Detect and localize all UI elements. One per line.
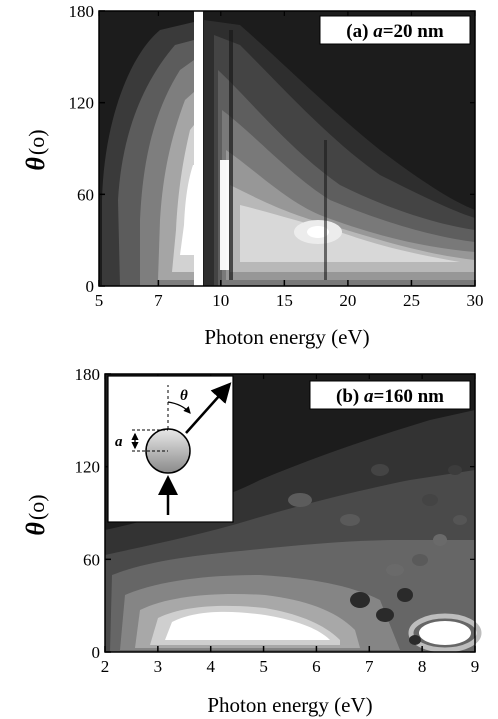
panel-b-frame xyxy=(104,373,476,653)
hotspot-8-5eV xyxy=(419,621,471,645)
speckle xyxy=(409,635,421,645)
x-tick-label: 4 xyxy=(206,657,215,676)
x-tick-label: 15 xyxy=(276,291,293,310)
resonance-stripe-10eV-edge xyxy=(229,30,233,280)
x-tick-label: 5 xyxy=(95,291,104,310)
speckle xyxy=(386,564,404,576)
panel-a-axis-break xyxy=(194,8,203,290)
speckle xyxy=(433,534,447,546)
svg-text:θ(o): θ(o) xyxy=(21,129,50,170)
x-tick-label: 7 xyxy=(365,657,374,676)
resonance-stripe-10eV xyxy=(220,160,229,270)
panel-b-y-axis-label: θ(o) xyxy=(21,494,50,535)
x-tick-label: 5 xyxy=(259,657,268,676)
y-tick-label: 0 xyxy=(92,643,101,662)
panel-b-x-axis-label: Photon energy (eV) xyxy=(207,693,372,717)
panel-a-left-lobe xyxy=(102,22,194,286)
y-tick-label: 180 xyxy=(75,365,101,384)
speckle xyxy=(397,588,413,602)
speckle xyxy=(340,514,360,526)
angle-arc xyxy=(167,401,191,414)
y-tick-label: 180 xyxy=(69,2,95,21)
hotspot-4eV xyxy=(165,611,330,640)
panel-b: 2 3 4 5 6 7 8 9 0 60 120 180 (b) a=160 nm θ a Photo… xyxy=(21,365,482,717)
y-tick-label: 60 xyxy=(77,185,94,204)
x-tick-label: 9 xyxy=(471,657,480,676)
x-tick-label: 10 xyxy=(212,291,229,310)
panel-a-x-axis-label: Photon energy (eV) xyxy=(204,325,369,349)
panel-b-inset-schematic: θ a xyxy=(107,375,234,523)
x-tick-label: 2 xyxy=(101,657,110,676)
speckle xyxy=(376,608,394,622)
panel-b-ticks: 2 3 4 5 6 7 8 9 0 60 120 180 xyxy=(75,365,480,676)
panel-b-title: (b) a=160 nm xyxy=(336,386,444,407)
panel-b-title-box xyxy=(309,380,471,410)
hotspot-8-5eV-halo xyxy=(408,613,482,653)
speckle xyxy=(448,465,462,475)
y-tick-label: 0 xyxy=(86,277,95,296)
panel-a: 5 7 10 15 20 25 30 0 60 120 180 (a) a=20 nm Photon… xyxy=(21,2,484,349)
hotspot-17eV-core xyxy=(307,226,329,238)
resonance-stripe-18eV xyxy=(324,140,327,280)
x-tick-label: 3 xyxy=(154,657,163,676)
y-tick-label: 120 xyxy=(75,458,101,477)
scattered-arrow xyxy=(185,382,232,434)
contour-level-6 xyxy=(180,165,194,255)
x-tick-label: 8 xyxy=(418,657,427,676)
x-tick-label: 25 xyxy=(403,291,420,310)
speckle xyxy=(412,554,428,566)
x-tick-label: 30 xyxy=(467,291,484,310)
inset-radius-label: a xyxy=(115,434,123,450)
x-tick-label: 20 xyxy=(339,291,356,310)
x-tick-label: 7 xyxy=(154,291,163,310)
speckle xyxy=(453,515,467,525)
x-tick-label: 6 xyxy=(312,657,321,676)
panel-a-ticks: 5 7 10 15 20 25 30 0 60 120 180 xyxy=(69,2,484,310)
y-tick-label: 60 xyxy=(83,550,100,569)
panel-a-right-region xyxy=(204,20,475,286)
panel-b-contours xyxy=(105,410,482,653)
inset-angle-label: θ xyxy=(180,388,188,404)
speckle xyxy=(350,592,370,608)
speckle xyxy=(422,494,438,506)
svg-text:θ(o): θ(o) xyxy=(21,494,50,535)
y-tick-label: 120 xyxy=(69,94,95,113)
speckle xyxy=(288,493,312,507)
contour-level-7 xyxy=(240,205,460,262)
speckle xyxy=(371,464,389,476)
panel-a-y-axis-label: θ(o) xyxy=(21,129,50,170)
panel-a-frame xyxy=(98,10,476,287)
panel-a-title-box xyxy=(319,15,471,45)
panel-a-title: (a) a=20 nm xyxy=(346,21,444,42)
